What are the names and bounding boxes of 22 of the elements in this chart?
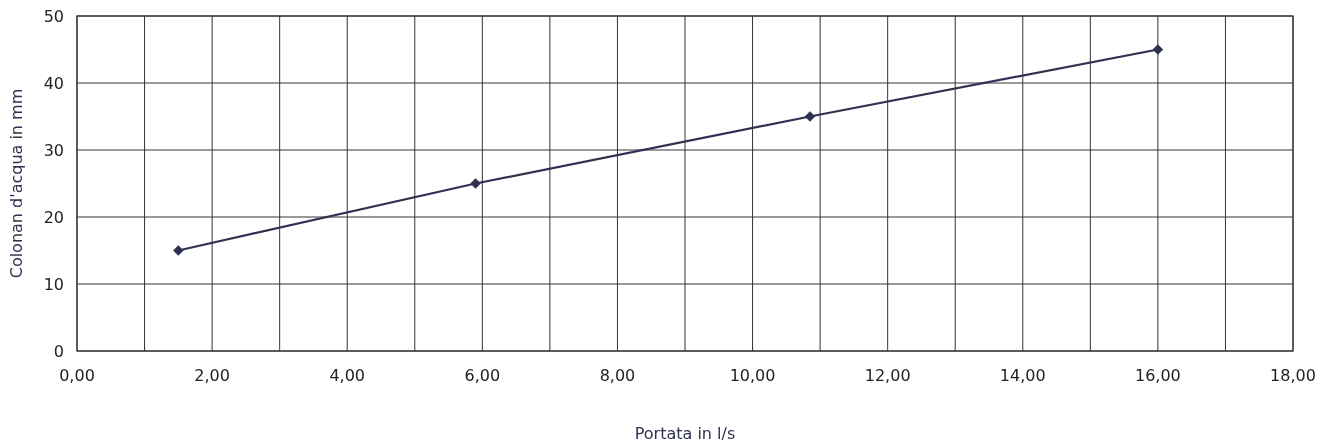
x-tick-label: 14,00 [999, 366, 1046, 385]
x-tick-label: 6,00 [464, 366, 501, 385]
point [470, 178, 481, 189]
y-axis-title: Colonan d'acqua in mm [7, 88, 26, 279]
x-tick-label: 16,00 [1134, 366, 1181, 385]
point [804, 111, 816, 122]
x-tick-label: 0,00 [59, 366, 95, 385]
y-tick-label: 20 [43, 208, 64, 227]
y-tick-label: 40 [43, 74, 64, 93]
x-tick-label: 12,00 [864, 366, 911, 385]
x-tick-label: 18,00 [1270, 366, 1316, 385]
y-tick-label: 0 [53, 342, 64, 361]
y-tick-label: 30 [43, 141, 64, 160]
x-axis-title: Portata in l/s [634, 424, 736, 443]
point [173, 245, 184, 256]
x-tick-label: 2,00 [194, 366, 230, 385]
x-tick-label: 8,00 [599, 366, 636, 385]
y-tick-label: 50 [43, 7, 64, 26]
y-tick-label: 10 [43, 275, 64, 294]
x-tick-label: 10,00 [729, 366, 776, 385]
x-tick-label: 4,00 [329, 366, 366, 385]
point [1152, 44, 1164, 55]
